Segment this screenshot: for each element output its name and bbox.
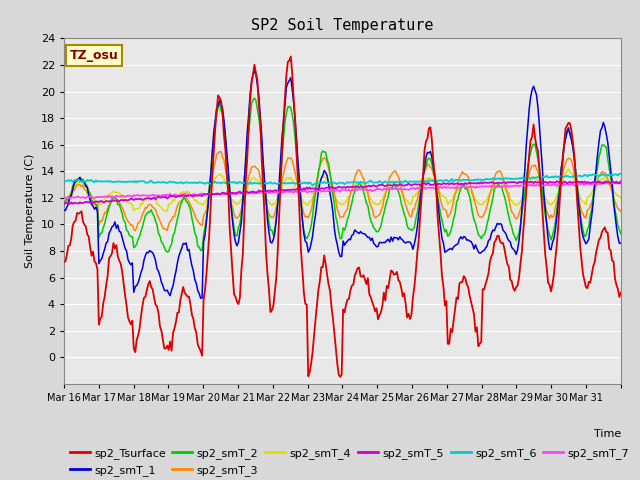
- sp2_smT_4: [162, 208, 170, 214]
- sp2_Tsurface: [349, 282, 357, 288]
- Legend: sp2_Tsurface, sp2_smT_1, sp2_smT_2, sp2_smT_3, sp2_smT_4, sp2_smT_5, sp2_smT_6, : sp2_Tsurface, sp2_smT_1, sp2_smT_2, sp2_…: [70, 448, 629, 476]
- sp2_smT_5: [97, 198, 104, 204]
- sp2_Tsurface: [79, 218, 87, 224]
- sp2_smT_3: [617, 209, 625, 215]
- sp2_smT_2: [349, 192, 357, 198]
- sp2_smT_4: [458, 182, 466, 188]
- Line: sp2_smT_4: sp2_smT_4: [64, 169, 621, 211]
- sp2_smT_2: [616, 227, 623, 232]
- Line: sp2_smT_7: sp2_smT_7: [64, 182, 621, 199]
- sp2_smT_1: [197, 295, 205, 301]
- sp2_smT_3: [616, 207, 623, 213]
- sp2_smT_3: [79, 182, 87, 188]
- Line: sp2_smT_1: sp2_smT_1: [64, 72, 621, 298]
- sp2_smT_2: [543, 220, 550, 226]
- sp2_smT_2: [163, 249, 171, 255]
- sp2_smT_6: [541, 174, 549, 180]
- sp2_smT_7: [616, 180, 623, 185]
- sp2_smT_3: [543, 208, 550, 214]
- sp2_smT_3: [217, 149, 225, 155]
- sp2_smT_7: [60, 195, 68, 201]
- sp2_Tsurface: [616, 294, 623, 300]
- sp2_smT_1: [460, 234, 468, 240]
- sp2_smT_6: [60, 178, 68, 184]
- sp2_smT_3: [460, 171, 468, 177]
- sp2_smT_6: [79, 179, 87, 185]
- Y-axis label: Soil Temperature (C): Soil Temperature (C): [25, 154, 35, 268]
- sp2_Tsurface: [543, 264, 550, 270]
- sp2_smT_3: [97, 218, 104, 224]
- sp2_smT_4: [564, 166, 572, 172]
- sp2_smT_4: [97, 202, 104, 208]
- sp2_smT_7: [66, 196, 74, 202]
- sp2_smT_5: [614, 180, 621, 186]
- sp2_smT_6: [97, 179, 104, 184]
- sp2_smT_4: [616, 194, 623, 200]
- sp2_Tsurface: [617, 290, 625, 296]
- sp2_smT_6: [308, 182, 316, 188]
- sp2_smT_5: [60, 201, 68, 207]
- sp2_smT_5: [540, 180, 548, 185]
- sp2_smT_4: [541, 195, 549, 201]
- sp2_smT_6: [614, 172, 621, 178]
- sp2_smT_1: [617, 240, 625, 246]
- sp2_smT_4: [617, 195, 625, 201]
- sp2_smT_5: [79, 200, 87, 206]
- sp2_smT_1: [79, 179, 87, 184]
- sp2_smT_7: [617, 180, 625, 186]
- sp2_smT_4: [79, 180, 87, 186]
- Line: sp2_Tsurface: sp2_Tsurface: [64, 57, 621, 377]
- sp2_smT_7: [348, 187, 356, 193]
- sp2_Tsurface: [60, 259, 68, 264]
- sp2_smT_2: [60, 202, 68, 208]
- sp2_smT_3: [349, 181, 357, 187]
- Line: sp2_smT_6: sp2_smT_6: [64, 174, 621, 185]
- sp2_smT_3: [131, 228, 139, 234]
- sp2_smT_5: [617, 179, 625, 184]
- sp2_smT_7: [98, 194, 106, 200]
- Text: Time: Time: [593, 429, 621, 439]
- Line: sp2_smT_5: sp2_smT_5: [64, 181, 621, 204]
- sp2_smT_6: [617, 171, 625, 177]
- sp2_smT_5: [457, 180, 465, 186]
- sp2_smT_1: [616, 240, 623, 246]
- sp2_smT_5: [553, 179, 561, 184]
- sp2_smT_1: [251, 69, 259, 74]
- sp2_Tsurface: [97, 315, 104, 321]
- sp2_smT_1: [349, 231, 357, 237]
- sp2_smT_1: [60, 207, 68, 213]
- sp2_smT_6: [458, 177, 466, 183]
- sp2_smT_2: [79, 176, 87, 182]
- sp2_Tsurface: [287, 54, 294, 60]
- Line: sp2_smT_3: sp2_smT_3: [64, 152, 621, 231]
- sp2_smT_3: [60, 201, 68, 207]
- sp2_smT_2: [251, 96, 259, 101]
- Title: SP2 Soil Temperature: SP2 Soil Temperature: [251, 18, 434, 33]
- sp2_smT_5: [346, 184, 354, 190]
- sp2_smT_4: [60, 197, 68, 203]
- sp2_smT_2: [460, 180, 468, 186]
- sp2_smT_7: [81, 195, 88, 201]
- sp2_smT_4: [348, 187, 356, 192]
- sp2_smT_2: [617, 231, 625, 237]
- sp2_smT_2: [97, 230, 104, 236]
- Line: sp2_smT_2: sp2_smT_2: [64, 98, 621, 252]
- sp2_smT_7: [610, 180, 618, 185]
- sp2_smT_7: [458, 184, 466, 190]
- sp2_Tsurface: [460, 273, 468, 279]
- sp2_smT_1: [97, 257, 104, 263]
- sp2_smT_6: [348, 180, 356, 185]
- sp2_Tsurface: [337, 374, 344, 380]
- Text: TZ_osu: TZ_osu: [70, 49, 118, 62]
- sp2_smT_7: [541, 182, 549, 188]
- sp2_smT_1: [543, 221, 550, 227]
